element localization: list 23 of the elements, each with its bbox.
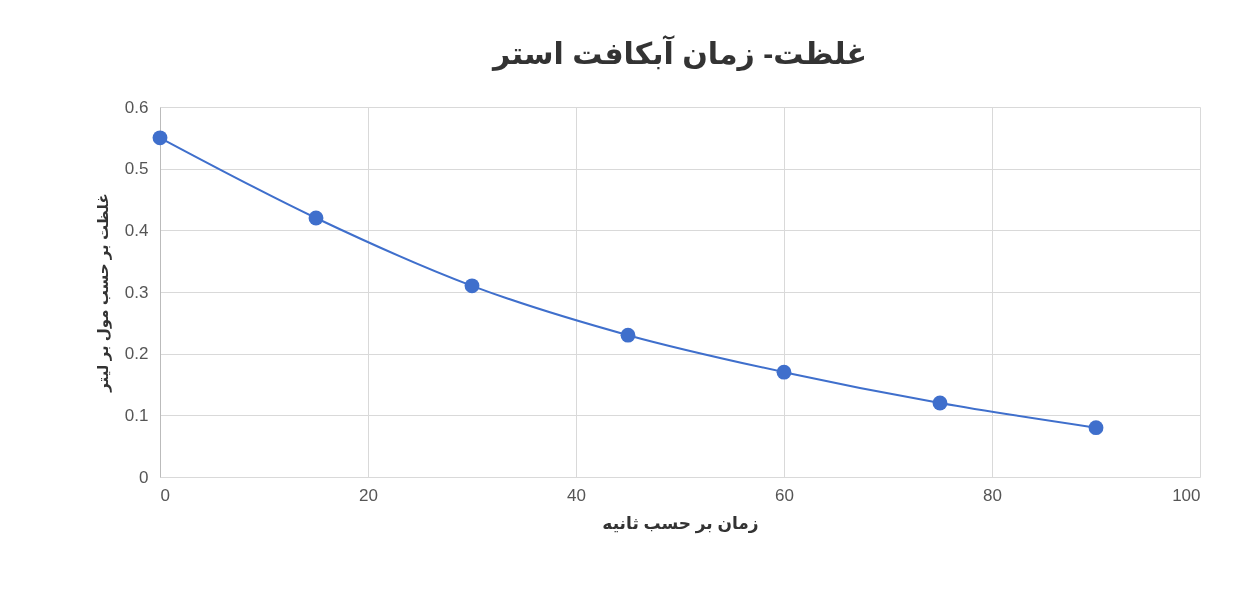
y-tick-label: 0.5 (124, 159, 149, 179)
y-axis-title: غلظت بر حسب مول بر لیتر (93, 193, 112, 393)
point (308, 210, 324, 226)
point (152, 130, 168, 146)
y-tick-label: 0.3 (124, 282, 149, 302)
x-tick-label: 100 (1172, 485, 1201, 505)
x-tick-label: 40 (567, 485, 586, 505)
y-tick-label: 0 (139, 467, 149, 487)
y-tick-label: 0.1 (124, 405, 149, 425)
chart-title: غلظت- زمان آبکافت استر (491, 35, 867, 71)
x-tick-label: 20 (359, 485, 378, 505)
y-tick-label: 0.6 (124, 97, 149, 117)
x-tick-label: 60 (775, 485, 794, 505)
x-tick-label: 80 (983, 485, 1002, 505)
x-axis-title: زمان بر حسب ثانیه (602, 513, 759, 534)
x-tick-label: 0 (160, 485, 170, 505)
point (1088, 420, 1104, 436)
point (620, 327, 636, 343)
y-tick-label: 0.2 (124, 344, 149, 364)
point (932, 395, 948, 411)
point (776, 364, 792, 380)
point (464, 278, 480, 294)
y-tick-label: 0.4 (124, 220, 149, 240)
